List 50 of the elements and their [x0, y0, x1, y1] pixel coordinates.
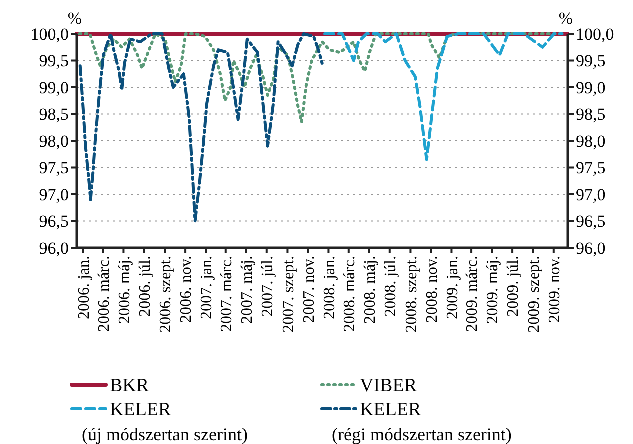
x-tick-label: 2009. szept. — [526, 256, 543, 333]
y-tick-label: 99,0 — [39, 78, 69, 98]
legend-label: VIBER — [360, 376, 418, 397]
y2-tick-label: 96,5 — [576, 212, 606, 232]
y-tick-label: 100,0 — [30, 24, 69, 44]
x-tick-label: 2008. jan. — [321, 256, 338, 320]
y-tick-label: 99,5 — [39, 52, 69, 71]
x-tick-label: 2006. nov. — [178, 256, 196, 323]
y2-axis-title: % — [558, 9, 574, 28]
x-tick-label: 2009. máj. — [484, 256, 502, 324]
x-tick-label: 2007. jan. — [198, 256, 216, 320]
x-tick-label: 2008. szept. — [403, 256, 420, 333]
x-tick-label: 2007. júl. — [259, 256, 276, 317]
x-tick-label: 2008. júl. — [382, 256, 400, 317]
y-tick-label: 97,5 — [39, 158, 69, 178]
y2-tick-label: 96,0 — [576, 238, 606, 258]
x-tick-label: 2006. márc. — [96, 256, 113, 332]
x-tick-label: 2009. júl. — [505, 256, 522, 317]
y2-tick-label: 97,5 — [576, 158, 606, 178]
line-series — [78, 32, 324, 223]
legend-label: KELER (régi módszertan szerint) — [332, 400, 512, 444]
x-tick-label: 2008. márc. — [341, 256, 358, 332]
x-tick-label: 2009. jan. — [444, 256, 462, 320]
line-series — [324, 32, 564, 162]
x-tick-label: 2006. jan. — [76, 256, 93, 320]
y-tick-label: 98,0 — [39, 132, 69, 151]
y-tick-label: 96,5 — [39, 212, 69, 232]
y2-tick-label: 97,0 — [576, 185, 606, 204]
x-tick-label: 2008. máj. — [362, 256, 379, 324]
x-tick-label: 2007. nov. — [300, 256, 318, 323]
x-tick-label: 2009. márc. — [464, 256, 482, 332]
x-tick-label: 2006. júl. — [136, 256, 154, 317]
y-tick-label: 98,5 — [39, 105, 69, 124]
y-tick-label: 97,0 — [39, 185, 69, 204]
legend-label: BKR — [110, 376, 150, 397]
x-tick-label: 2007. márc. — [218, 256, 236, 332]
y2-tick-label: 100,0 — [576, 24, 614, 44]
x-tick-label: 2009. nov. — [546, 256, 564, 323]
x-tick-label: 2007. szept. — [280, 256, 298, 333]
legend-label: KELER (új módszertan szerint) — [82, 400, 248, 444]
y-axis-title: % — [68, 9, 82, 28]
x-tick-label: 2006. máj. — [116, 256, 134, 324]
y2-tick-label: 99,0 — [576, 78, 606, 98]
x-tick-label: 2008. nov. — [424, 256, 441, 323]
y2-tick-label: 98,5 — [576, 105, 606, 124]
y2-tick-label: 99,5 — [576, 52, 606, 71]
y2-tick-label: 98,0 — [576, 132, 606, 151]
y-tick-label: 96,0 — [39, 238, 69, 258]
x-tick-label: 2007. máj. — [238, 256, 256, 324]
x-tick-label: 2006. szept. — [158, 256, 175, 333]
